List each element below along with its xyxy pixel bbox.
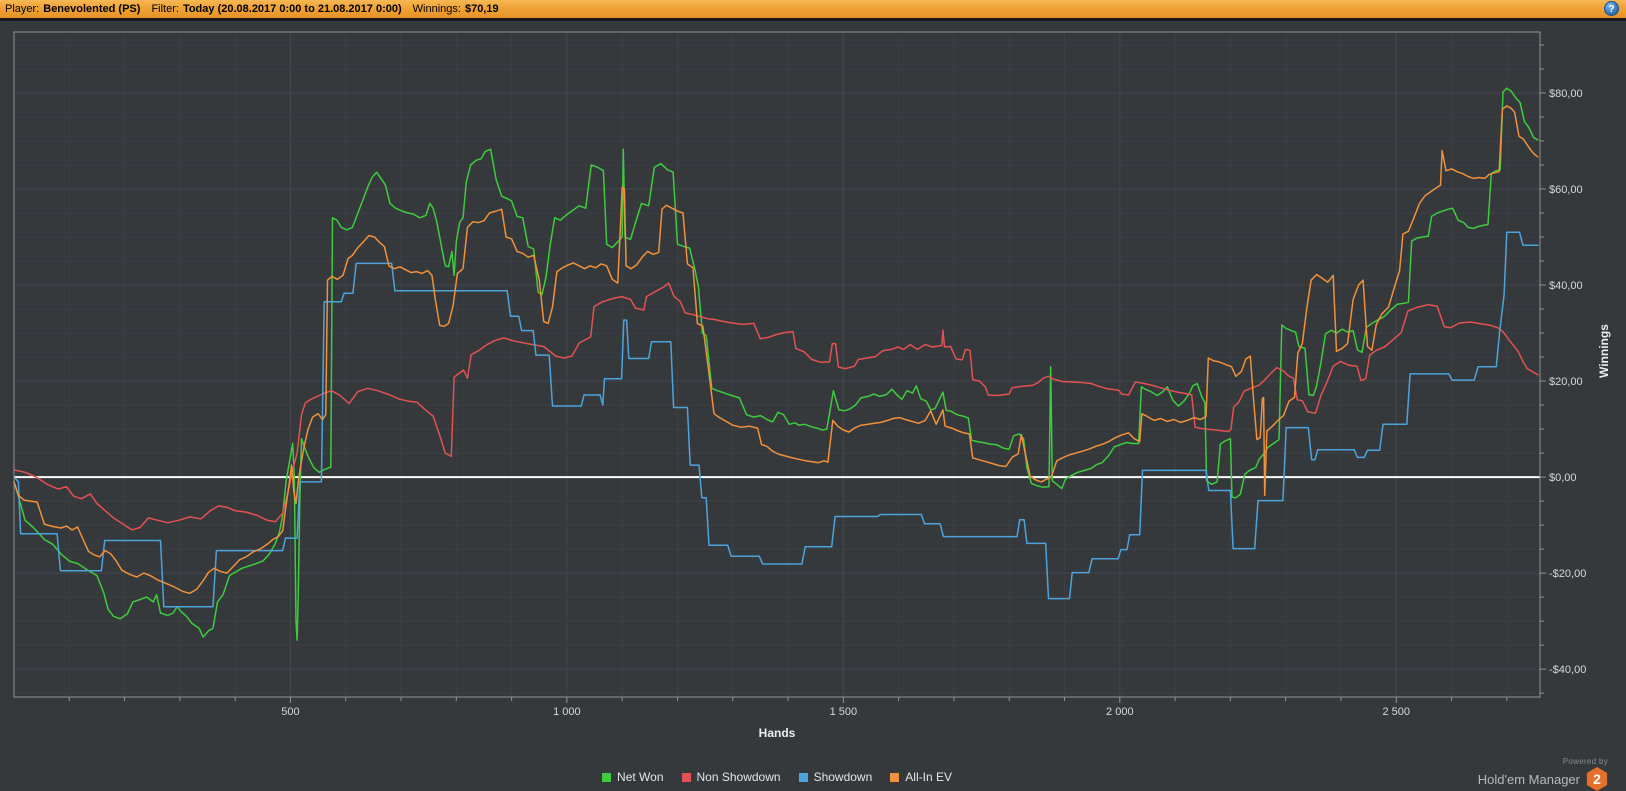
- legend-label-all-in-ev: All-In EV: [905, 770, 952, 784]
- powered-by-text: Powered by: [1562, 757, 1608, 766]
- axis-tick-labels: 500 1 000 1 500 2 000 2 500 -$40,00 -$20,00 $0,…: [281, 88, 1586, 718]
- filter-label: Filter:: [151, 3, 179, 15]
- x-tick-label: 500: [281, 706, 299, 718]
- series-all-in-ev: [13, 105, 1539, 595]
- y-tick-label: -$20,00: [1549, 568, 1586, 580]
- y-axis-title: Winnings: [1597, 324, 1611, 378]
- help-icon[interactable]: ?: [1604, 1, 1619, 16]
- legend-item-showdown[interactable]: Showdown: [798, 770, 873, 784]
- legend: Net Won Non Showdown Showdown All-In EV: [14, 769, 1540, 785]
- x-tick-label: 2 500: [1382, 706, 1410, 718]
- legend-swatch-all-in-ev: [890, 772, 900, 782]
- series-net-won: [13, 87, 1539, 642]
- series-non-showdown: [13, 282, 1539, 531]
- legend-label-showdown: Showdown: [813, 770, 873, 784]
- winnings-label: Winnings:: [412, 3, 461, 15]
- legend-swatch-showdown: [798, 772, 808, 782]
- brand-name: Hold'em Manager: [1477, 771, 1580, 787]
- gridlines: [14, 32, 1540, 697]
- x-tick-label: 2 000: [1106, 706, 1134, 718]
- winnings-graph-panel: 500 1 000 1 500 2 000 2 500 -$40,00 -$20,00 $0,…: [0, 21, 1626, 791]
- y-tick-label: $20,00: [1549, 376, 1583, 388]
- player-value: Benevolented (PS): [43, 3, 141, 15]
- y-tick-label: $60,00: [1549, 184, 1583, 196]
- hm2-badge-icon: 2: [1586, 767, 1608, 791]
- winnings-graph[interactable]: 500 1 000 1 500 2 000 2 500 -$40,00 -$20,00 $0,…: [0, 21, 1626, 790]
- legend-label-net-won: Net Won: [617, 770, 664, 784]
- y-tick-label: -$40,00: [1549, 664, 1586, 676]
- legend-label-non-showdown: Non Showdown: [696, 770, 781, 784]
- title-bar: Player: Benevolented (PS) Filter: Today …: [0, 0, 1626, 18]
- plot-frame: [13, 31, 1541, 698]
- y-tick-label: $40,00: [1549, 280, 1583, 292]
- y-tick-label: $0,00: [1549, 472, 1577, 484]
- winnings-value: $70,19: [464, 3, 499, 15]
- y-tick-label: $80,00: [1549, 88, 1583, 100]
- legend-item-all-in-ev[interactable]: All-In EV: [890, 770, 952, 784]
- legend-swatch-non-showdown: [681, 772, 691, 782]
- titlebar-separator: [0, 18, 1626, 21]
- player-label: Player:: [5, 3, 40, 15]
- legend-item-non-showdown[interactable]: Non Showdown: [681, 770, 781, 784]
- filter-value: Today (20.08.2017 0:00 to 21.08.2017 0:0…: [182, 3, 402, 15]
- x-axis-title: Hands: [758, 726, 796, 740]
- axis-ticks: [68, 44, 1546, 703]
- legend-swatch-net-won: [602, 772, 612, 782]
- x-tick-label: 1 500: [830, 706, 858, 718]
- x-tick-label: 1 000: [553, 706, 581, 718]
- branding: Powered by Hold'em Manager 2: [1478, 757, 1608, 791]
- legend-item-net-won[interactable]: Net Won: [602, 770, 664, 784]
- series-showdown: [13, 231, 1539, 608]
